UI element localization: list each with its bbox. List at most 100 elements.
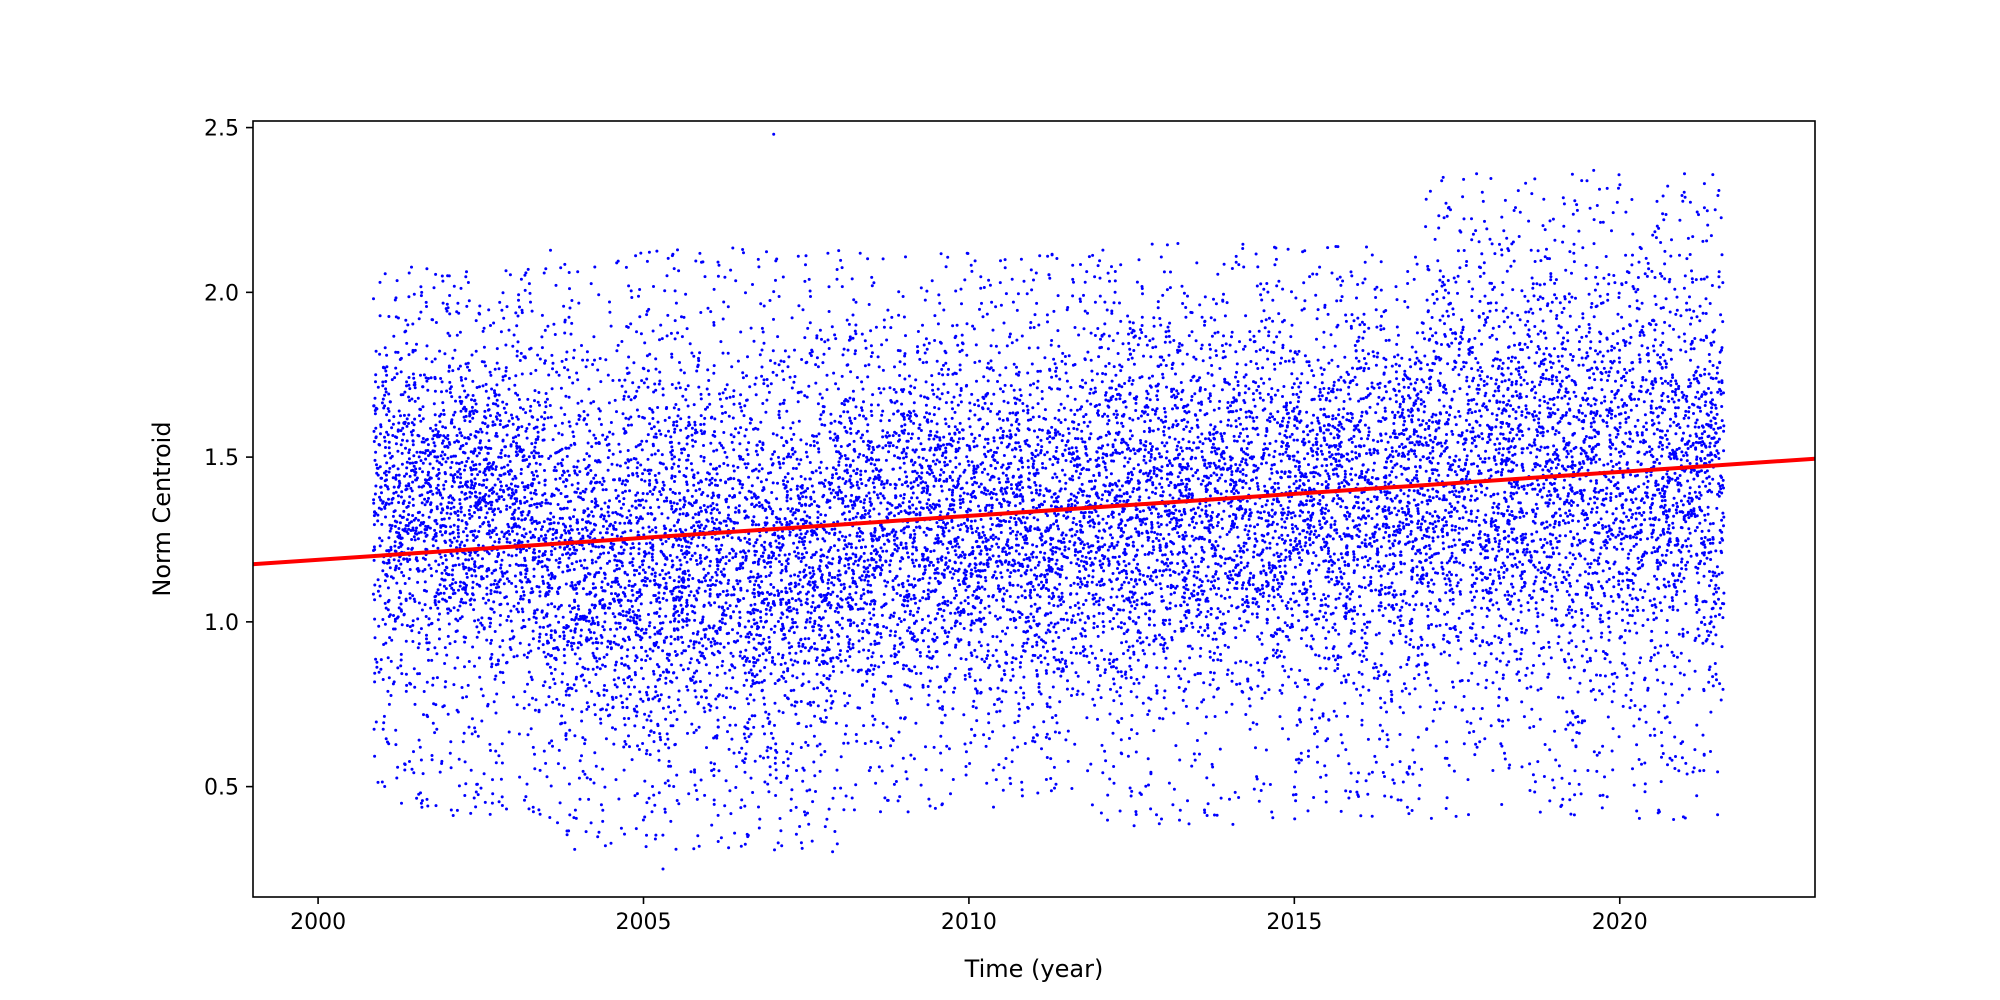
scatter-point: [829, 694, 833, 698]
scatter-point: [446, 331, 450, 335]
scatter-point: [806, 811, 809, 815]
scatter-point: [634, 499, 638, 503]
scatter-point: [491, 778, 494, 782]
scatter-point: [782, 378, 786, 382]
scatter-point: [711, 491, 715, 495]
scatter-point: [651, 329, 655, 333]
scatter-point: [600, 635, 604, 639]
scatter-point: [730, 440, 734, 444]
scatter-point: [463, 405, 466, 409]
scatter-point: [484, 389, 488, 393]
scatter-point: [423, 603, 427, 607]
scatter-point: [556, 762, 560, 766]
scatter-point: [483, 422, 487, 426]
scatter-point: [502, 490, 506, 494]
scatter-point: [443, 646, 447, 650]
scatter-point: [530, 309, 534, 313]
scatter-point: [373, 754, 377, 758]
scatter-point: [743, 671, 747, 675]
scatter-point: [434, 534, 438, 538]
scatter-point: [680, 451, 684, 455]
scatter-point: [478, 491, 482, 495]
scatter-point: [820, 637, 824, 641]
scatter-point: [749, 575, 752, 579]
scatter-point: [793, 704, 797, 708]
scatter-point: [657, 791, 661, 795]
scatter-point: [822, 352, 826, 356]
scatter-point: [471, 394, 475, 397]
scatter-point: [377, 670, 381, 674]
scatter-point: [713, 583, 717, 587]
scatter-point: [805, 530, 809, 533]
scatter-point: [680, 611, 684, 615]
scatter-point: [722, 716, 726, 719]
scatter-point: [722, 567, 726, 571]
scatter-point: [533, 389, 537, 393]
scatter-point: [453, 640, 457, 644]
scatter-point: [732, 751, 736, 755]
scatter-point: [836, 436, 840, 440]
scatter-point: [374, 349, 378, 353]
scatter-point: [766, 745, 770, 749]
scatter-point: [525, 655, 529, 659]
scatter-point: [711, 626, 715, 630]
scatter-point: [788, 533, 792, 537]
scatter-point: [484, 504, 488, 508]
scatter-point: [579, 643, 583, 647]
scatter-point: [387, 409, 391, 413]
scatter-point: [494, 674, 498, 678]
scatter-point: [490, 801, 494, 805]
scatter-point: [452, 606, 456, 610]
scatter-point: [517, 398, 521, 401]
scatter-point: [373, 636, 377, 640]
scatter-point: [708, 626, 712, 630]
scatter-point: [740, 486, 744, 490]
scatter-point: [465, 538, 469, 542]
scatter-point: [565, 643, 569, 647]
scatter-point: [586, 514, 590, 518]
scatter-point: [691, 444, 695, 448]
scatter-point: [473, 664, 476, 668]
scatter-point: [782, 670, 786, 674]
scatter-point: [732, 527, 735, 530]
scatter-point: [653, 626, 657, 630]
scatter-point: [478, 462, 482, 466]
scatter-point: [508, 532, 511, 536]
scatter-point: [391, 464, 395, 468]
scatter-point: [421, 556, 425, 560]
scatter-point: [466, 456, 470, 460]
scatter-point: [653, 571, 657, 575]
scatter-point: [716, 260, 720, 264]
scatter-point: [643, 479, 647, 483]
scatter-point: [726, 607, 730, 610]
scatter-point: [565, 564, 569, 568]
scatter-point: [504, 411, 508, 415]
scatter-point: [416, 396, 420, 400]
scatter-point: [466, 683, 470, 687]
scatter-point: [381, 384, 385, 388]
scatter-point: [384, 503, 388, 507]
scatter-point: [464, 526, 468, 530]
scatter-point: [581, 736, 585, 740]
scatter-point: [457, 535, 460, 539]
scatter-point: [621, 412, 625, 416]
scatter-point: [465, 534, 469, 538]
scatter-point: [417, 631, 421, 635]
scatter-point: [593, 481, 597, 485]
scatter-point: [374, 380, 377, 384]
scatter-point: [443, 685, 447, 689]
scatter-point: [820, 719, 824, 723]
scatter-point: [434, 539, 438, 543]
scatter-point: [412, 292, 416, 296]
scatter-point: [578, 615, 582, 618]
scatter-point: [585, 350, 589, 354]
scatter-point: [372, 727, 376, 731]
scatter-point: [812, 444, 816, 448]
scatter-point: [744, 659, 748, 663]
scatter-point: [392, 627, 395, 631]
scatter-point: [492, 513, 496, 517]
scatter-point: [821, 537, 825, 541]
scatter-point: [673, 337, 677, 341]
scatter-point: [766, 561, 770, 564]
scatter-point: [714, 570, 718, 574]
